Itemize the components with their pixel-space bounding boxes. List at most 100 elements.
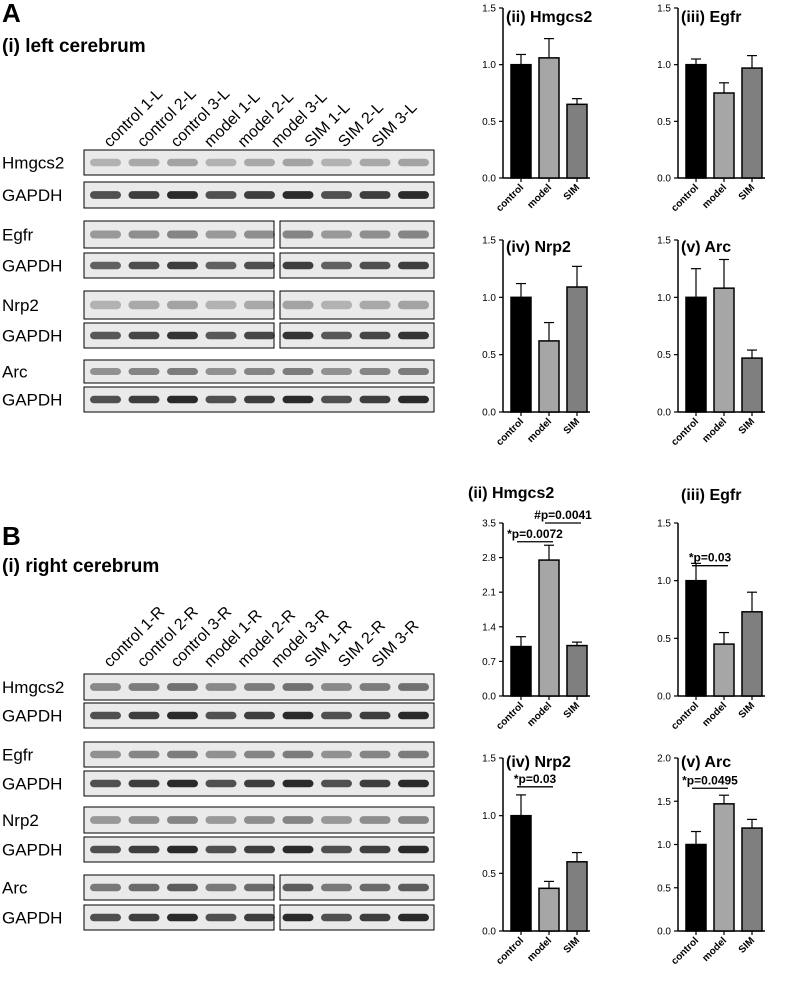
bar	[566, 103, 588, 179]
blot-band	[359, 395, 391, 404]
blot-row-label: Nrp2	[2, 296, 39, 315]
blot-band	[90, 883, 121, 892]
y-tick-label: 0.5	[657, 350, 671, 361]
blot-band	[321, 300, 352, 310]
blot-band	[359, 158, 391, 167]
y-tick-label: 1.0	[657, 576, 671, 587]
blot-row-label: Egfr	[2, 226, 34, 245]
y-tick-label: 0.0	[482, 408, 496, 419]
y-tick-label: 0.0	[657, 692, 671, 703]
blot-band	[90, 779, 121, 788]
bar	[713, 643, 735, 697]
x-tick-label: control	[669, 416, 701, 448]
blot-row-label: GAPDH	[2, 707, 62, 726]
blot-band	[359, 913, 391, 922]
blot-band	[398, 331, 429, 340]
y-tick-label: 0.5	[482, 350, 496, 361]
y-tick-label: 0.0	[657, 174, 671, 185]
blot-strip-gapdh: GAPDH	[2, 770, 435, 797]
chart-arc-right: (v) Arc 0.0 0.5 1.0 1.5 2.0 control model SIM *p=…	[657, 754, 765, 967]
blot-band	[90, 300, 121, 310]
blot-band	[359, 683, 391, 691]
y-tick-label: 0.5	[657, 117, 671, 128]
blot-strip-target: Egfr	[2, 220, 435, 249]
y-tick-label: 2.1	[482, 588, 496, 599]
blot-band	[205, 395, 237, 404]
blot-band	[398, 191, 429, 199]
blot-band	[205, 158, 237, 167]
blot-band	[359, 191, 391, 199]
bar	[566, 286, 588, 413]
blot-band	[90, 711, 121, 720]
chart-hmgcs2-right: (ii) Hmgcs2 0.0 0.7 1.4 2.1 2.8 3.5 control mode…	[468, 485, 592, 732]
x-tick-label: model	[701, 700, 730, 729]
blot-band	[321, 261, 352, 270]
bar	[538, 57, 560, 179]
bar	[685, 579, 707, 697]
chart-nrp2-left: (iv) Nrp2 0.0 0.5 1.0 1.5 control model SIM	[482, 236, 590, 448]
x-tick-label: model	[526, 416, 555, 445]
y-tick-label: 1.0	[657, 60, 671, 71]
blot-band	[90, 816, 121, 824]
blot-band	[244, 683, 275, 691]
chart-title: (v) Arc	[681, 754, 731, 771]
blot-band	[205, 368, 237, 375]
blot-band	[244, 368, 275, 375]
chart-title: (v) Arc	[681, 239, 731, 256]
blot-band	[205, 711, 237, 720]
chart-arc-left: (v) Arc 0.0 0.5 1.0 1.5 control model SIM	[657, 236, 765, 448]
y-tick-label: 3.5	[482, 519, 496, 530]
y-tick-label: 0.0	[657, 927, 671, 938]
blot-band	[321, 750, 352, 759]
blot-band	[398, 711, 429, 720]
blot-band	[128, 779, 160, 788]
significance-label: *p=0.03	[514, 772, 557, 786]
blot-strip-gapdh: GAPDH	[2, 702, 435, 729]
x-tick-label: control	[494, 700, 526, 732]
bar	[538, 340, 560, 413]
blot-band	[321, 913, 352, 922]
blot-band	[359, 230, 391, 239]
blot-band	[321, 683, 352, 691]
y-tick-label: 1.5	[657, 4, 671, 15]
x-tick-label: model	[701, 416, 730, 445]
blot-band	[167, 683, 198, 691]
y-tick-label: 0.0	[657, 408, 671, 419]
x-tick-label: SIM	[562, 416, 582, 436]
blot-band	[205, 816, 237, 824]
blot-band	[128, 230, 160, 239]
blot-band	[205, 331, 237, 340]
panel-letter-a: A	[2, 0, 21, 28]
y-tick-label: 2.0	[657, 754, 671, 765]
bar	[510, 645, 532, 697]
blot-band	[128, 300, 160, 310]
blot-band	[128, 261, 160, 270]
blot-strip-gapdh: GAPDH	[2, 252, 435, 279]
blot-band	[359, 300, 391, 310]
blot-band	[282, 883, 314, 892]
blot-band	[398, 395, 429, 404]
blot-band	[244, 261, 275, 270]
blot-band	[167, 816, 198, 824]
bar	[713, 92, 735, 179]
blot-band	[282, 750, 314, 759]
blot-strip-gapdh: GAPDH	[2, 322, 435, 349]
x-tick-label: model	[526, 935, 555, 964]
blot-strip-target: Nrp2	[2, 290, 435, 320]
blot-band	[359, 711, 391, 720]
chart-title: (ii) Hmgcs2	[506, 9, 592, 26]
blot-band	[282, 913, 314, 922]
blot-band	[167, 331, 198, 340]
y-tick-label: 1.0	[482, 293, 496, 304]
x-tick-label: control	[494, 416, 526, 448]
panel-subtitle-a: (i) left cerebrum	[2, 36, 146, 57]
blot-band	[359, 331, 391, 340]
blot-band	[398, 368, 429, 375]
blot-band	[321, 331, 352, 340]
blot-band	[128, 845, 160, 854]
chart-title: (iii) Egfr	[681, 9, 741, 26]
blot-band	[244, 300, 275, 310]
blot-band	[244, 331, 275, 340]
blot-band	[205, 845, 237, 854]
